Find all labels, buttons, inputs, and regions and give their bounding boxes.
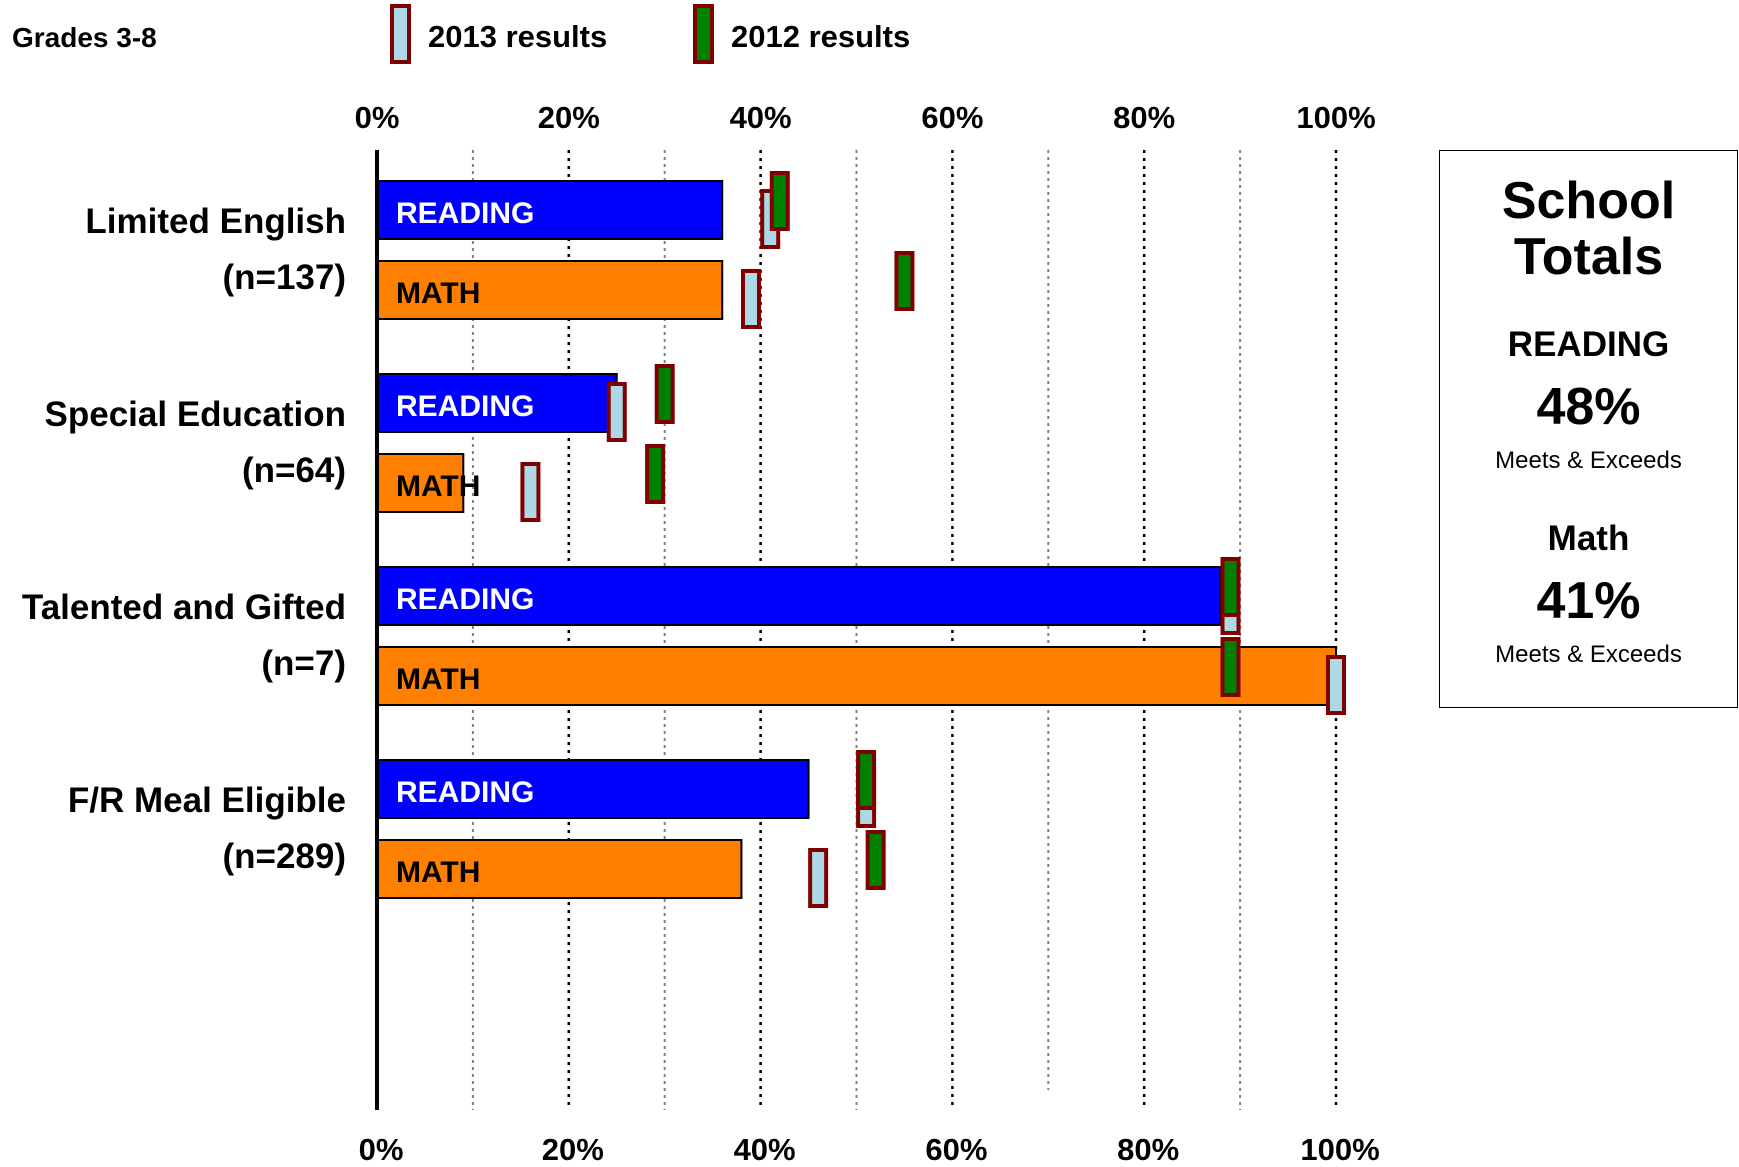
legend-swatch [693, 4, 714, 64]
category-count: (n=289) [222, 837, 346, 876]
bar-label: MATH [396, 470, 480, 503]
x-tick-label-bottom: 40% [734, 1132, 796, 1167]
math-total-note: Meets & Exceeds [1495, 641, 1682, 668]
category-label: F/R Meal Eligible [68, 781, 346, 820]
marker-2012 [654, 364, 675, 424]
bar-label: READING [396, 776, 534, 809]
legend-label: 2013 results [428, 19, 607, 54]
marker-2013 [520, 462, 541, 522]
school-totals-title-line2: Totals [1513, 228, 1664, 286]
x-tick-label-top: 0% [355, 100, 400, 135]
marker-2012 [1220, 557, 1241, 617]
bar-label: MATH [396, 856, 480, 889]
bar [376, 839, 743, 899]
marker-2012 [1220, 637, 1241, 697]
x-tick-label-top: 80% [1113, 100, 1175, 135]
marker-2013 [1326, 655, 1346, 715]
x-tick-label-top: 40% [730, 100, 792, 135]
x-tick-label-bottom: 20% [542, 1132, 604, 1167]
bar-label: READING [396, 390, 534, 423]
category-count: (n=137) [222, 258, 346, 297]
category-label: Special Education [45, 395, 346, 434]
school-totals-title-line1: School [1501, 172, 1676, 230]
school-totals-panel: School Totals READING 48% Meets & Exceed… [1439, 150, 1738, 708]
category-label: Limited English [85, 202, 346, 241]
bar [376, 646, 1337, 706]
category-count: (n=7) [261, 644, 346, 683]
x-tick-label-top: 100% [1296, 100, 1375, 135]
bar [376, 373, 618, 433]
reading-total-value: 48% [1536, 378, 1641, 436]
math-total-value: 41% [1536, 572, 1641, 630]
marker-2012 [865, 830, 886, 890]
marker-2012 [645, 444, 666, 504]
legend-label: 2012 results [731, 19, 910, 54]
category-count: (n=64) [242, 451, 346, 490]
x-tick-label-bottom: 0% [359, 1132, 404, 1167]
bar-label: READING [396, 197, 534, 230]
marker-2013 [741, 269, 762, 329]
x-tick-label-bottom: 100% [1300, 1132, 1379, 1167]
bar [376, 180, 724, 240]
marker-2012 [769, 171, 790, 231]
x-tick-label-bottom: 80% [1117, 1132, 1179, 1167]
marker-2012 [894, 251, 915, 311]
x-tick-label-top: 20% [538, 100, 600, 135]
reading-total-label: READING [1507, 325, 1670, 364]
bar-label: MATH [396, 277, 480, 310]
bar [376, 453, 465, 513]
x-tick-label-bottom: 60% [925, 1132, 987, 1167]
bar-label: MATH [396, 663, 480, 696]
marker-2013 [606, 382, 627, 442]
bar-label: READING [396, 583, 534, 616]
marker-2013 [808, 848, 829, 908]
marker-2012 [856, 750, 877, 810]
x-tick-label-top: 60% [921, 100, 983, 135]
category-label: Talented and Gifted [22, 588, 346, 627]
legend-swatch [390, 4, 411, 64]
reading-total-note: Meets & Exceeds [1495, 447, 1682, 474]
chart-subtitle: Grades 3-8 [12, 22, 157, 53]
math-total-label: Math [1547, 519, 1630, 558]
